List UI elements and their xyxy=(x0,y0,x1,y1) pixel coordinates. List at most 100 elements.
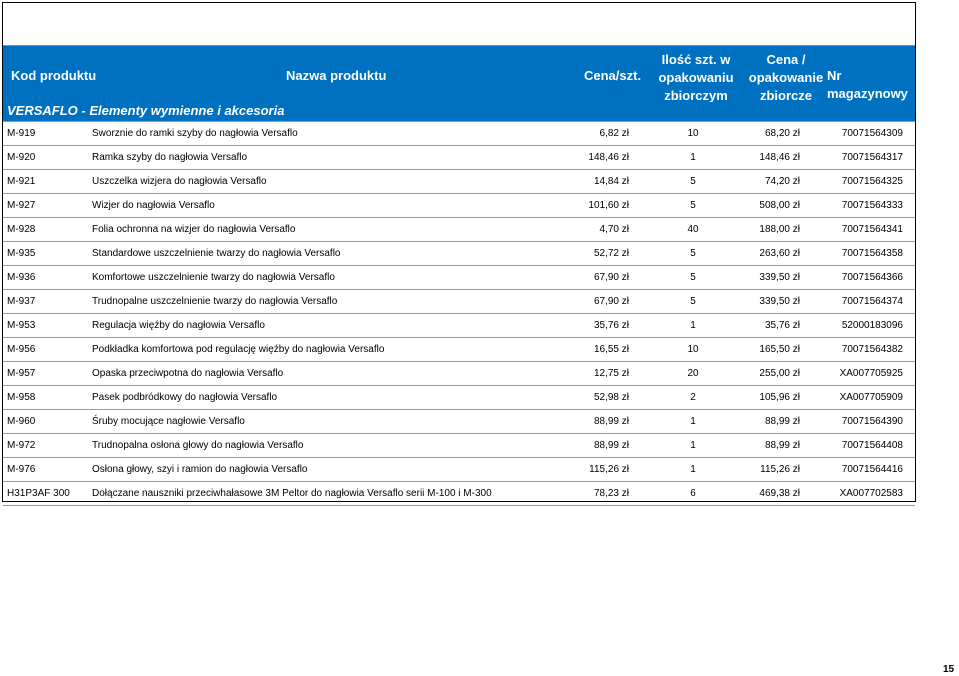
table-row: M-921 Uszczelka wizjera do nagłowia Versa… xyxy=(3,170,915,194)
price-table: Kod produktu Nazwa produktu Cena/szt. Il… xyxy=(2,2,916,506)
cell-price: 16,55 zł xyxy=(593,344,629,355)
cell-code: M-928 xyxy=(7,224,36,235)
cell-name: Dołączane nauszniki przeciwhałasowe 3M P… xyxy=(92,488,492,499)
cell-stock-number: 70071564358 xyxy=(841,248,903,259)
cell-stock-number: 52000183096 xyxy=(841,320,903,331)
section-header: VERSAFLO - Elementy wymienne i akcesoria xyxy=(3,102,915,121)
header-code: Kod produktu xyxy=(11,68,97,83)
cell-qty: 20 xyxy=(687,368,699,379)
cell-name: Wizjer do nagłowia Versaflo xyxy=(92,200,215,211)
cell-pack-price: 88,99 zł xyxy=(764,440,800,451)
table-row: M-928 Folia ochronna na wizjer do nagłowi… xyxy=(3,218,915,242)
section-title: VERSAFLO - Elementy wymienne i akcesoria xyxy=(7,103,285,118)
cell-pack-price: 188,00 zł xyxy=(759,224,800,235)
cell-code: M-956 xyxy=(7,344,36,355)
table-row: M-937 Trudnopalne uszczelnienie twarzy do… xyxy=(3,290,915,314)
table-body: M-919 Sworznie do ramki szyby do nagłowia… xyxy=(3,121,915,506)
cell-pack-price: 339,50 zł xyxy=(759,296,800,307)
cell-stock-number: 70071564309 xyxy=(841,128,903,139)
cell-pack-price: 165,50 zł xyxy=(759,344,800,355)
cell-price: 14,84 zł xyxy=(593,176,629,187)
cell-qty: 40 xyxy=(687,224,699,235)
cell-stock-number: XA007702583 xyxy=(839,488,903,499)
cell-name: Trudnopalna osłona głowy do nagłowia Ver… xyxy=(92,440,304,451)
table-row: M-972 Trudnopalna osłona głowy do nagłowi… xyxy=(3,434,915,458)
cell-code: H31P3AF 300 xyxy=(7,488,70,499)
cell-stock-number: 70071564408 xyxy=(841,440,903,451)
cell-price: 101,60 zł xyxy=(588,200,629,211)
cell-stock-number: 70071564317 xyxy=(841,152,903,163)
header-qty-line1: Ilość szt. w xyxy=(661,52,731,67)
table-row: M-976 Osłona głowy, szyi i ramion do nagł… xyxy=(3,458,915,482)
cell-pack-price: 105,96 zł xyxy=(759,392,800,403)
cell-price: 88,99 zł xyxy=(593,416,629,427)
table-row: M-956 Podkładka komfortowa pod regulację … xyxy=(3,338,915,362)
cell-stock-number: 70071564325 xyxy=(841,176,903,187)
cell-name: Ramka szyby do nagłowia Versaflo xyxy=(92,152,248,163)
cell-name: Folia ochronna na wizjer do nagłowia Ver… xyxy=(92,224,296,235)
header-pack-line1: Cena / xyxy=(766,52,806,67)
cell-name: Pasek podbródkowy do nagłowia Versaflo xyxy=(92,392,278,403)
header-pack: Cena / opakowanie zbiorcze xyxy=(747,51,825,105)
cell-price: 115,26 zł xyxy=(589,464,629,475)
cell-code: M-972 xyxy=(7,440,36,451)
cell-name: Śruby mocujące nagłowie Versaflo xyxy=(92,416,245,427)
cell-qty: 6 xyxy=(690,488,696,499)
table-row: M-936 Komfortowe uszczelnienie twarzy do … xyxy=(3,266,915,290)
cell-stock-number: 70071564333 xyxy=(841,200,903,211)
cell-pack-price: 88,99 zł xyxy=(764,416,800,427)
table-row: M-957 Opaska przeciwpotna do nagłowia Ver… xyxy=(3,362,915,386)
table-row: H31P3AF 300 Dołączane nauszniki przeciwha… xyxy=(3,482,915,506)
table-row: M-935 Standardowe uszczelnienie twarzy do… xyxy=(3,242,915,266)
cell-name: Uszczelka wizjera do nagłowia Versaflo xyxy=(92,176,267,187)
cell-pack-price: 469,38 zł xyxy=(759,488,800,499)
cell-pack-price: 148,46 zł xyxy=(759,152,800,163)
header-qty: Ilość szt. w opakowaniu zbiorczym xyxy=(658,51,734,105)
table-header: Kod produktu Nazwa produktu Cena/szt. Il… xyxy=(3,46,915,105)
cell-qty: 10 xyxy=(687,128,699,139)
top-blank-strip xyxy=(3,3,915,46)
cell-pack-price: 68,20 zł xyxy=(764,128,800,139)
cell-price: 78,23 zł xyxy=(593,488,629,499)
header-pack-line3: zbiorcze xyxy=(759,88,812,103)
cell-name: Trudnopalne uszczelnienie twarzy do nagł… xyxy=(92,296,338,307)
cell-code: M-958 xyxy=(7,392,36,403)
cell-price: 52,98 zł xyxy=(593,392,629,403)
cell-name: Regulacja więźby do nagłowia Versaflo xyxy=(92,320,265,331)
header-price: Cena/szt. xyxy=(584,68,642,83)
table-row: M-953 Regulacja więźby do nagłowia Versaf… xyxy=(3,314,915,338)
cell-code: M-957 xyxy=(7,368,36,379)
cell-price: 148,46 zł xyxy=(588,152,629,163)
cell-qty: 1 xyxy=(690,416,696,427)
cell-code: M-921 xyxy=(7,176,36,187)
cell-code: M-919 xyxy=(7,128,36,139)
table-row: M-958 Pasek podbródkowy do nagłowia Versa… xyxy=(3,386,915,410)
cell-name: Sworznie do ramki szyby do nagłowia Vers… xyxy=(92,128,298,139)
cell-code: M-920 xyxy=(7,152,36,163)
cell-name: Standardowe uszczelnienie twarzy do nagł… xyxy=(92,248,341,259)
cell-qty: 10 xyxy=(687,344,699,355)
cell-pack-price: 35,76 zł xyxy=(764,320,800,331)
table-row: M-960 Śruby mocujące nagłowie Versaflo 88,… xyxy=(3,410,915,434)
cell-name: Osłona głowy, szyi i ramion do nagłowia … xyxy=(92,464,308,475)
cell-name: Opaska przeciwpotna do nagłowia Versaflo xyxy=(92,368,284,379)
cell-pack-price: 508,00 zł xyxy=(759,200,800,211)
cell-code: M-960 xyxy=(7,416,36,427)
cell-pack-price: 255,00 zł xyxy=(759,368,800,379)
cell-qty: 5 xyxy=(690,248,696,259)
page-number: 15 xyxy=(943,664,955,675)
cell-stock-number: 70071564390 xyxy=(841,416,903,427)
cell-qty: 5 xyxy=(690,296,696,307)
cell-qty: 2 xyxy=(690,392,696,403)
cell-qty: 1 xyxy=(690,464,696,475)
cell-stock-number: 70071564366 xyxy=(841,272,903,283)
cell-code: M-976 xyxy=(7,464,36,475)
cell-code: M-935 xyxy=(7,248,36,259)
table-row: M-920 Ramka szyby do nagłowia Versaflo 148… xyxy=(3,146,915,170)
cell-price: 6,82 zł xyxy=(599,128,629,139)
cell-price: 88,99 zł xyxy=(593,440,629,451)
cell-qty: 1 xyxy=(690,320,696,331)
cell-pack-price: 115,26 zł xyxy=(760,464,800,475)
cell-code: M-937 xyxy=(7,296,36,307)
cell-qty: 5 xyxy=(690,176,696,187)
